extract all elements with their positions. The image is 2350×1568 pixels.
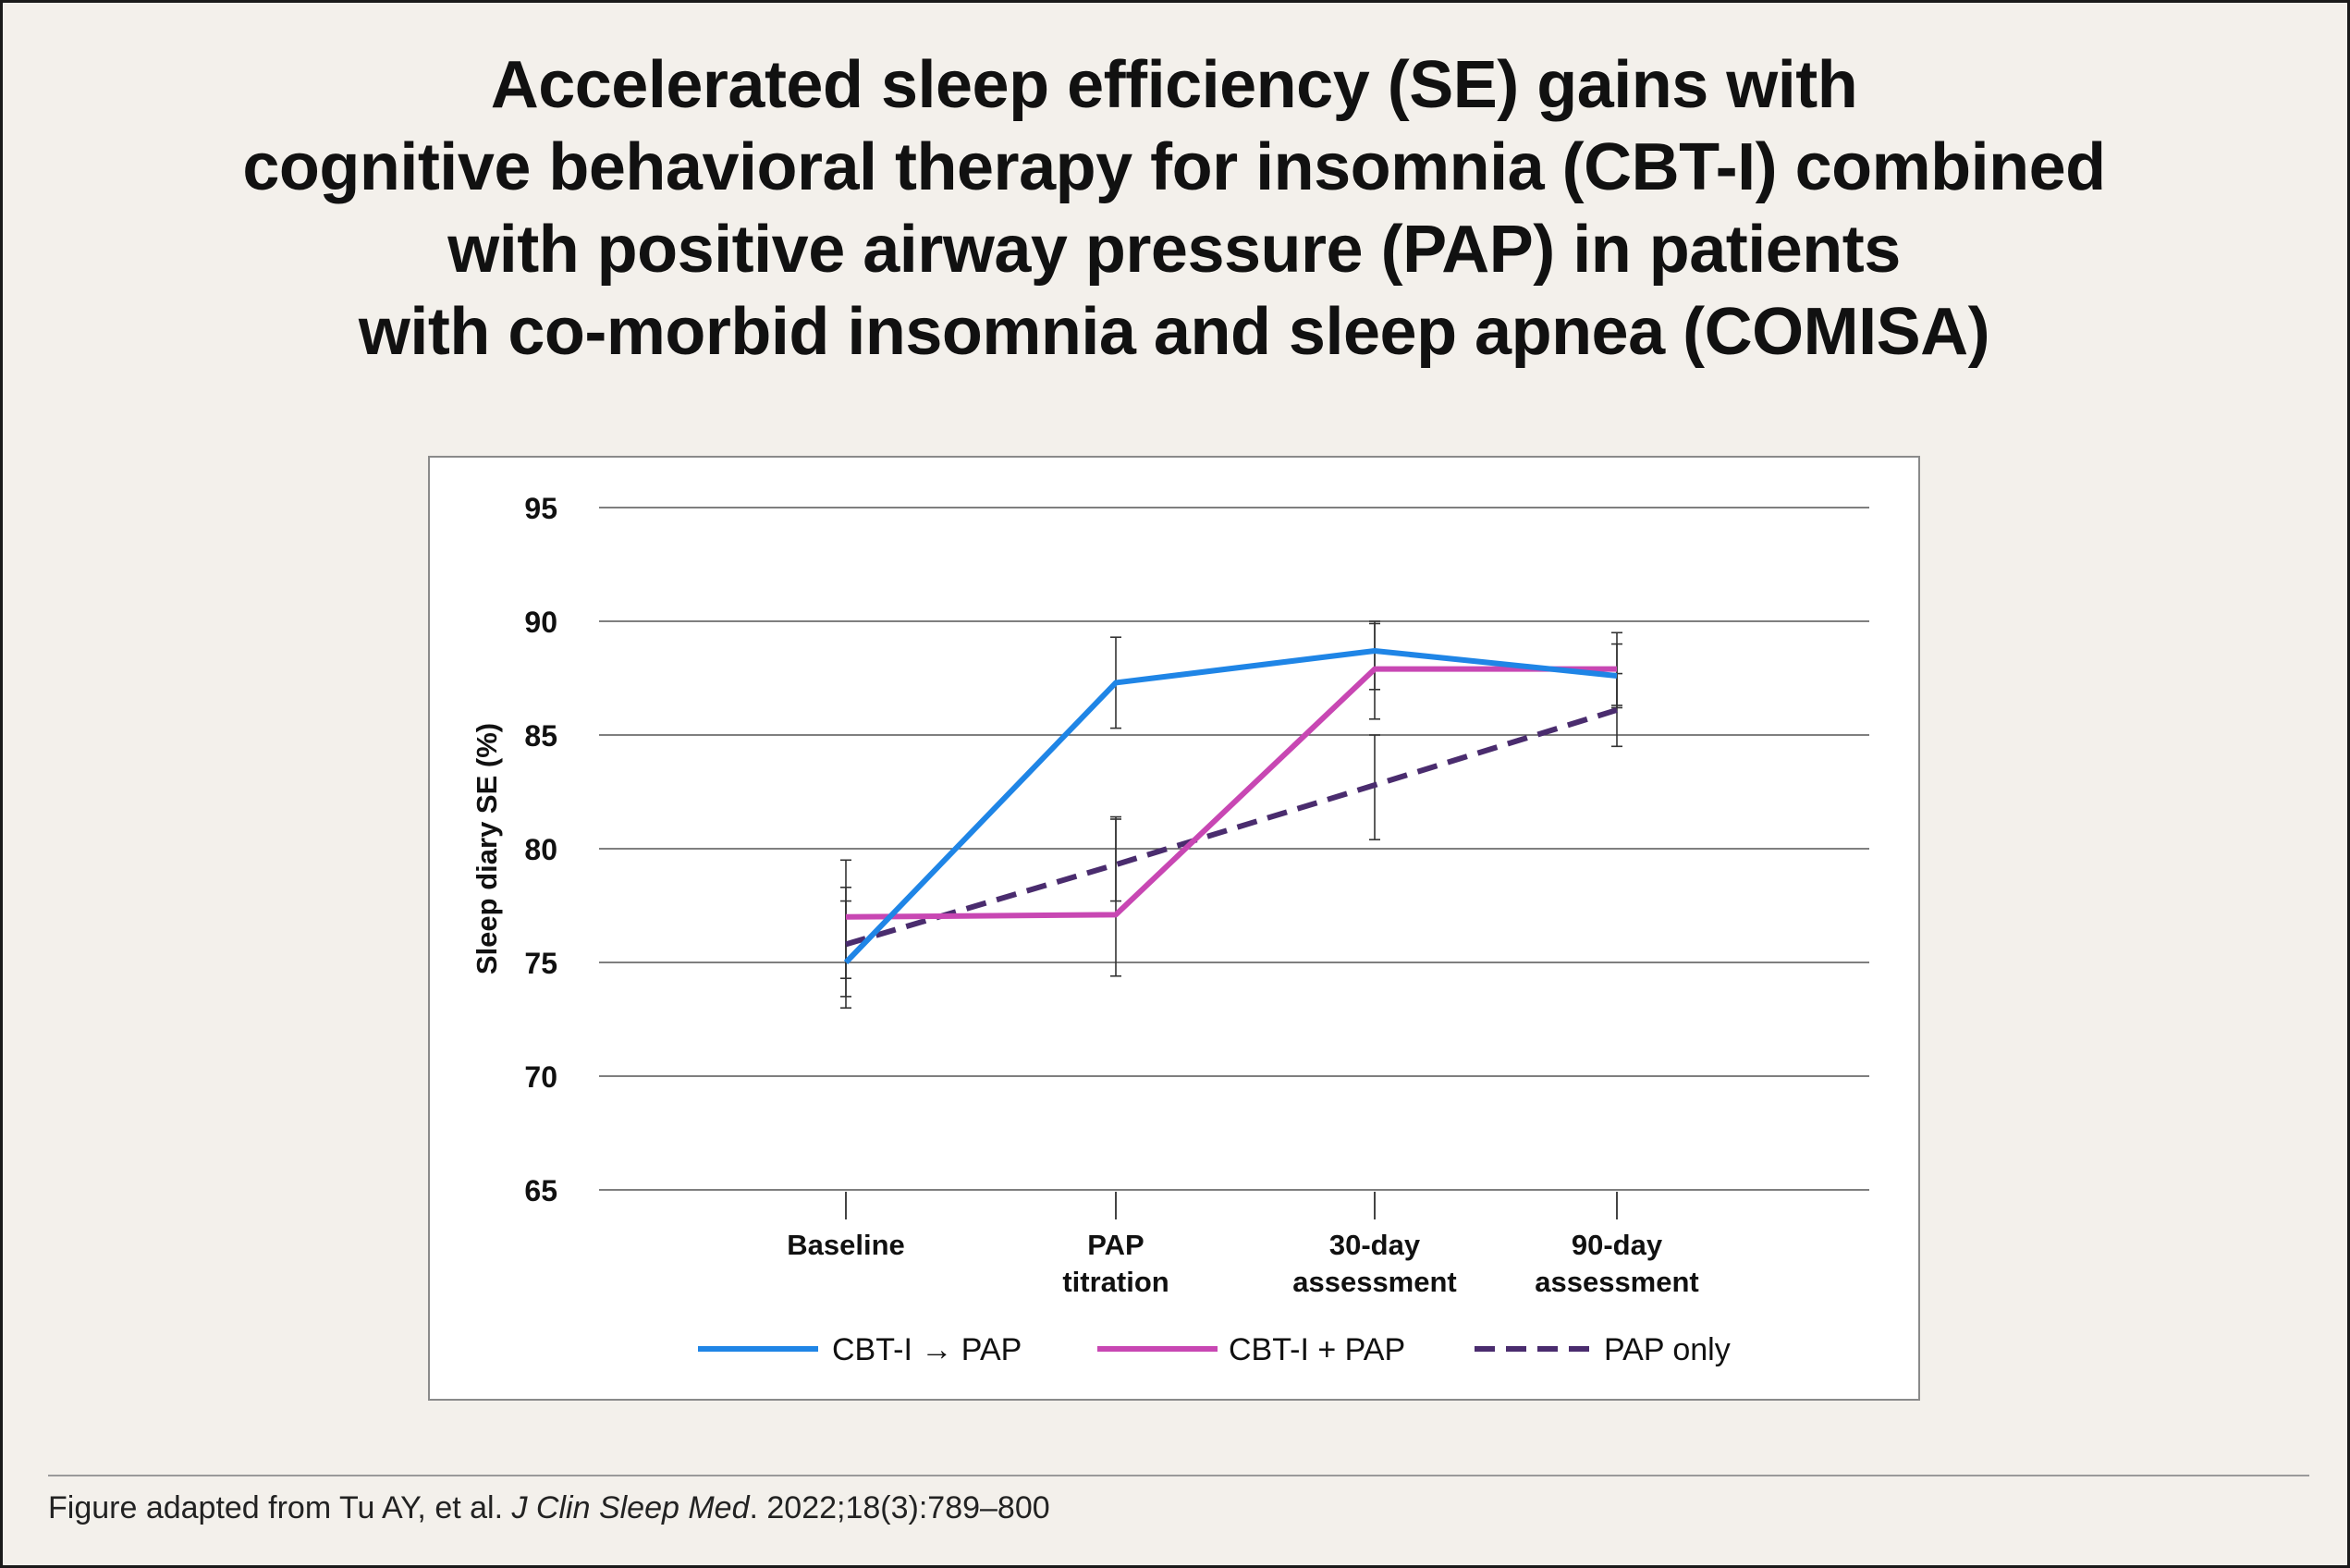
line-chart: 95 90 85 80 75 70 65 Sleep diary SE (%) Baseline… bbox=[471, 492, 1869, 1367]
x-tick-label: 90-day assessment bbox=[1535, 1229, 1699, 1298]
chart-title: Accelerated sleep efficiency (SE) gains … bbox=[55, 44, 2293, 374]
legend-label: CBT-I + PAP bbox=[1229, 1332, 1405, 1367]
x-tick-label-line: assessment bbox=[1292, 1266, 1457, 1298]
source-journal: J Clin Sleep Med bbox=[511, 1490, 750, 1525]
x-tick-label: 30-day assessment bbox=[1292, 1229, 1457, 1298]
x-tick-label: Baseline bbox=[787, 1229, 905, 1261]
y-tick-label: 95 bbox=[524, 492, 557, 525]
source-citation: Figure adapted from Tu AY, et al. J Clin… bbox=[48, 1490, 1050, 1526]
source-prefix: Figure adapted from Tu AY, et al. bbox=[48, 1490, 512, 1525]
x-tick-label-line: 90-day bbox=[1572, 1229, 1663, 1261]
x-tick-label-line: PAP bbox=[1087, 1229, 1144, 1261]
series-line-0 bbox=[843, 647, 1618, 965]
x-tick-label-line: assessment bbox=[1535, 1266, 1699, 1298]
y-tick-label: 85 bbox=[524, 719, 557, 753]
title-line-4: with co-morbid insomnia and sleep apnea … bbox=[358, 295, 1990, 369]
title-line-1: Accelerated sleep efficiency (SE) gains … bbox=[490, 48, 1858, 122]
x-tick-label-line: Baseline bbox=[787, 1229, 905, 1261]
chart-panel: 95 90 85 80 75 70 65 Sleep diary SE (%) Baseline… bbox=[428, 456, 1920, 1401]
series-line-1 bbox=[845, 666, 1617, 920]
y-axis-label: Sleep diary SE (%) bbox=[471, 723, 503, 974]
y-tick-label: 90 bbox=[524, 606, 557, 639]
x-tick-label-line: 30-day bbox=[1329, 1229, 1421, 1261]
title-line-3: with positive airway pressure (PAP) in p… bbox=[447, 213, 1901, 287]
y-tick-label: 65 bbox=[524, 1174, 557, 1207]
y-tick-label: 70 bbox=[524, 1060, 557, 1094]
title-line-2: cognitive behavioral therapy for insomni… bbox=[242, 130, 2106, 204]
footer-divider bbox=[48, 1475, 2309, 1476]
y-tick-label: 80 bbox=[524, 833, 557, 866]
x-tick-label: PAP titration bbox=[1062, 1229, 1169, 1298]
source-suffix: . 2022;18(3):789–800 bbox=[749, 1490, 1050, 1525]
y-tick-label: 75 bbox=[524, 947, 557, 980]
x-tick-label-line: titration bbox=[1062, 1266, 1169, 1298]
series-line-2 bbox=[845, 707, 1618, 948]
legend-label: PAP only bbox=[1604, 1332, 1731, 1367]
legend-label: CBT-I → PAP bbox=[832, 1332, 1022, 1367]
